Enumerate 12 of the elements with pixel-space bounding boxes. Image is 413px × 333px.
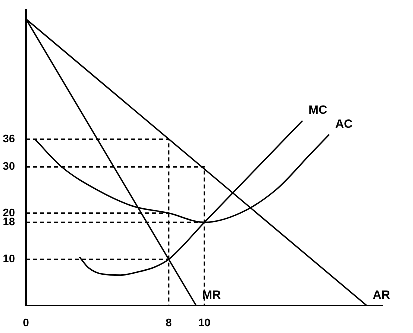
x-tick-label: 10 — [198, 317, 211, 330]
series-label: AC — [335, 117, 354, 132]
series-label: MC — [308, 103, 328, 118]
x-tick-label: 8 — [166, 317, 172, 330]
series-label: MR — [202, 288, 222, 302]
y-tick-label: 30 — [2, 161, 16, 174]
series-label: AR — [372, 288, 391, 302]
y-tick-label: 10 — [2, 254, 16, 266]
x-tick-label: 0 — [23, 317, 30, 330]
y-tick-label: 36 — [2, 133, 16, 146]
y-tick-label: 18 — [2, 216, 16, 229]
y-tick-label: 20 — [2, 207, 16, 220]
